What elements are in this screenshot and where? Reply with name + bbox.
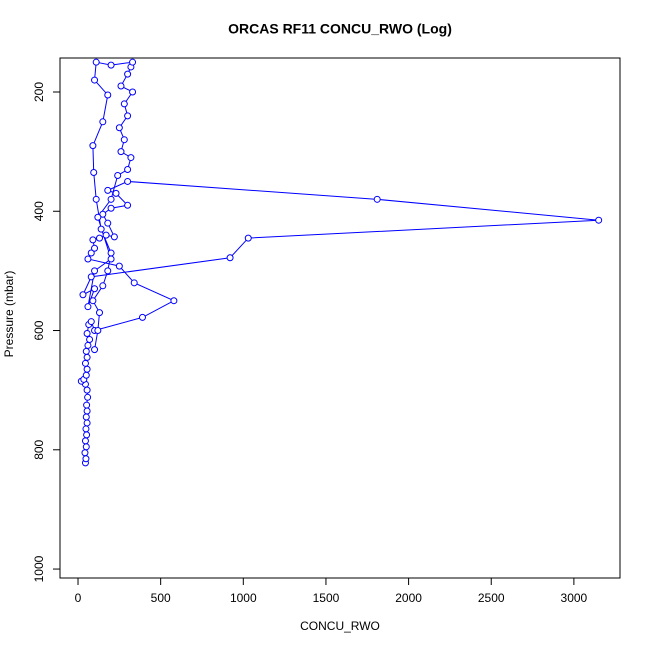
data-point — [83, 407, 91, 415]
x-tick-label: 2000 — [395, 591, 422, 605]
data-point — [117, 82, 125, 90]
x-tick-label: 2500 — [478, 591, 505, 605]
data-point — [124, 166, 132, 174]
data-point — [115, 124, 123, 132]
y-tick-label: 200 — [32, 82, 46, 102]
data-point — [87, 273, 95, 281]
data-point — [130, 279, 138, 287]
data-point — [83, 353, 91, 361]
data-point — [84, 303, 92, 311]
data-point — [124, 201, 132, 209]
data-point — [84, 341, 92, 349]
data-point — [83, 386, 91, 394]
data-point — [117, 148, 125, 156]
data-point — [82, 425, 90, 433]
data-point — [107, 249, 115, 257]
y-tick-label: 800 — [32, 439, 46, 459]
y-tick-label: 600 — [32, 320, 46, 340]
data-point — [89, 142, 97, 150]
data-point — [129, 88, 137, 96]
data-point — [138, 313, 146, 321]
data-point — [127, 154, 135, 162]
data-point — [84, 255, 92, 263]
data-point — [91, 267, 99, 275]
data-point — [129, 58, 137, 66]
data-point — [120, 100, 128, 108]
y-tick-label: 1000 — [32, 555, 46, 582]
data-point — [82, 413, 90, 421]
data-point — [91, 76, 99, 84]
data-point — [99, 210, 107, 218]
data-point — [83, 431, 91, 439]
data-point — [114, 171, 122, 179]
data-point — [83, 330, 91, 338]
data-point — [83, 401, 91, 409]
data-point — [87, 318, 95, 326]
data-point — [82, 455, 90, 463]
data-point — [99, 118, 107, 126]
x-tick-label: 3000 — [561, 591, 588, 605]
data-point — [124, 177, 132, 185]
x-tick-label: 1000 — [230, 591, 257, 605]
data-point — [84, 393, 92, 401]
data-point — [124, 112, 132, 120]
data-point — [94, 327, 102, 335]
data-point — [107, 195, 115, 203]
data-point — [82, 347, 90, 355]
data-point — [82, 443, 90, 451]
data-point — [120, 136, 128, 144]
chart-title: ORCAS RF11 CONCU_RWO (Log) — [228, 21, 452, 37]
data-point — [89, 236, 97, 244]
data-point — [104, 91, 112, 99]
x-tick-label: 500 — [151, 591, 171, 605]
data-point — [244, 234, 252, 242]
data-point — [107, 255, 115, 263]
data-point — [102, 231, 110, 239]
data-point — [81, 359, 89, 367]
data-point — [112, 189, 120, 197]
data-point — [104, 186, 112, 194]
data-point — [89, 297, 97, 305]
data-point — [96, 234, 104, 242]
data-point — [170, 297, 178, 305]
data-point — [104, 267, 112, 275]
data-point — [107, 204, 115, 212]
data-point — [79, 291, 87, 299]
data-point — [83, 365, 91, 373]
data-point — [81, 437, 89, 445]
data-point — [91, 285, 99, 293]
data-point — [104, 219, 112, 227]
series-line — [80, 61, 599, 463]
data-point — [124, 70, 132, 78]
y-axis-label: Pressure (mbar) — [2, 271, 16, 358]
data-point — [115, 262, 123, 270]
x-tick-label: 0 — [75, 591, 82, 605]
data-point — [86, 335, 94, 343]
plot-frame — [59, 57, 621, 579]
y-tick-label: 400 — [32, 201, 46, 221]
data-point — [110, 233, 118, 241]
data-point — [90, 168, 98, 176]
data-point — [107, 61, 115, 69]
data-point — [87, 249, 95, 257]
data-point — [81, 449, 89, 457]
data-point — [94, 213, 102, 221]
data-point — [83, 419, 91, 427]
data-point — [595, 216, 603, 224]
data-point — [91, 346, 99, 354]
data-point — [92, 58, 100, 66]
data-point — [99, 282, 107, 290]
data-point — [96, 309, 104, 317]
x-axis-label: CONCU_RWO — [300, 619, 380, 633]
data-point — [97, 225, 105, 233]
data-point — [82, 371, 90, 379]
data-point — [373, 195, 381, 203]
data-point — [92, 195, 100, 203]
data-point — [91, 244, 99, 252]
data-point — [226, 254, 234, 262]
x-tick-label: 1500 — [313, 591, 340, 605]
